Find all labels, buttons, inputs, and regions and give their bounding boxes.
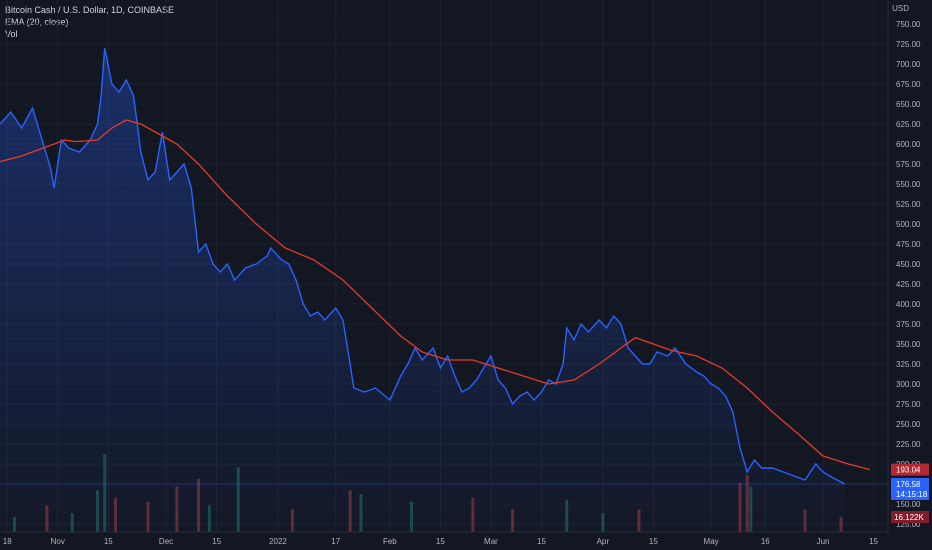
x-tick-label: 16 [761,537,770,546]
price-area [0,48,845,532]
y-tick-label: 625.00 [896,120,921,129]
y-tick-label: 275.00 [896,400,921,409]
y-tick-label: 250.00 [896,420,921,429]
y-tick-label: 150.00 [896,500,921,509]
bar-countdown: 14:15:18 [896,490,928,499]
x-tick-label: Feb [383,537,397,546]
volume-badge [891,511,929,523]
x-tick-label: 15 [436,537,445,546]
x-tick-label: Dec [159,537,173,546]
y-tick-label: 675.00 [896,80,921,89]
x-tick-label: 2022 [269,537,287,546]
x-axis: 18 Nov 15 Dec 15 2022 17 Feb 15 Mar 15 Apr 15 May 16 Ju… [3,537,879,546]
x-tick-label: 18 [3,537,12,546]
chart-legend: Bitcoin Cash / U.S. Dollar, 1D, COINBASE… [5,4,174,40]
x-tick-label: Jun [817,537,830,546]
x-tick-label: 15 [212,537,221,546]
y-tick-label: 725.00 [896,40,921,49]
ema-price-badge [891,463,929,476]
last-price-value: 176.58 [896,480,921,489]
y-tick-label: 125.00 [896,520,921,529]
y-tick-label: 650.00 [896,100,921,109]
y-tick-label: 475.00 [896,240,921,249]
y-tick-label: 525.00 [896,200,921,209]
y-tick-label: 350.00 [896,340,921,349]
y-tick-label: 225.00 [896,440,921,449]
legend-ema[interactable]: EMA (20, close) [5,17,69,27]
y-tick-label: 300.00 [896,380,921,389]
legend-symbol[interactable]: Bitcoin Cash / U.S. Dollar, 1D, COINBASE [5,5,175,15]
x-tick-label: 15 [869,537,878,546]
y-tick-label: 325.00 [896,360,921,369]
x-tick-label: 15 [649,537,658,546]
last-price-badge [891,478,929,500]
x-tick-label: 15 [537,537,546,546]
y-tick-label: 750.00 [896,20,921,29]
ema-line [0,119,871,471]
y-tick-label: 700.00 [896,60,921,69]
y-tick-label: 575.00 [896,160,921,169]
y-axis: 125.00150.00175.00200.00225.00250.00275.… [896,20,921,529]
x-tick-label: 17 [331,537,340,546]
y-tick-label: 600.00 [896,140,921,149]
y-tick-label: 550.00 [896,180,921,189]
x-tick-label: Nov [51,537,65,546]
y-tick-label: 400.00 [896,300,921,309]
y-tick-label: 375.00 [896,320,921,329]
x-tick-label: May [704,537,719,546]
x-tick-label: Apr [597,537,610,546]
price-line [0,47,846,485]
volume-value: 16.122K [894,513,924,522]
ema-price-value: 193.04 [896,466,921,475]
y-tick-label: 425.00 [896,280,921,289]
x-tick-label: 15 [104,537,113,546]
legend-volume[interactable]: Vol [5,29,18,39]
y-tick-label: 500.00 [896,220,921,229]
x-tick-label: Mar [484,537,498,546]
y-tick-label: 450.00 [896,260,921,269]
axis-unit: USD [892,4,909,13]
